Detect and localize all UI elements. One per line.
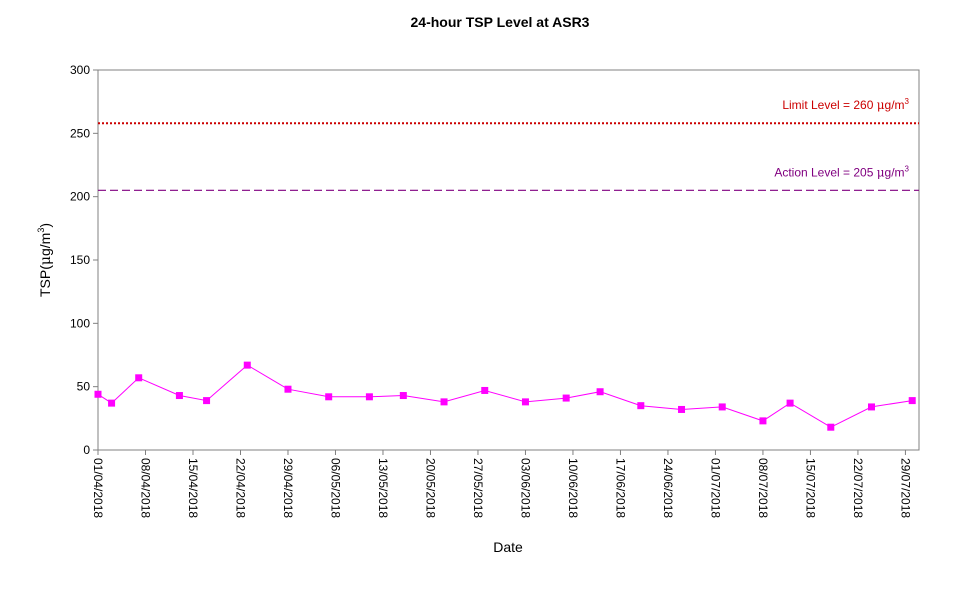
x-tick-label: 01/07/2018 [708,458,722,518]
data-point [908,397,916,405]
x-tick-label: 06/05/2018 [328,458,342,518]
data-point [786,399,794,407]
x-tick-label: 01/04/2018 [91,458,105,518]
y-axis-label-sup: 3 [36,228,46,233]
data-point [135,374,143,382]
data-point [678,405,686,413]
plot-area [97,69,920,451]
x-tick-label: 29/04/2018 [281,458,295,518]
x-tick-label: 29/07/2018 [898,458,912,518]
data-point [637,402,645,410]
data-point [108,399,116,407]
data-point [243,361,251,369]
reference-label-sup: 3 [905,97,910,106]
y-tick-label: 50 [77,380,91,394]
y-axis-label-mu: μ [38,256,54,265]
y-tick-label: 300 [70,63,90,77]
reference-label-1: Action Level = 205 μg/m3 [774,164,909,179]
x-tick-label: 17/06/2018 [613,458,627,518]
reference-label-0: Limit Level = 260 μg/m3 [782,97,909,112]
reference-label-unit: g/m [885,98,905,112]
y-axis-label-unit: g/m [37,233,53,256]
x-tick-label: 10/06/2018 [566,458,580,518]
x-tick-label: 22/04/2018 [233,458,247,518]
x-tick-label: 13/05/2018 [376,458,390,518]
reference-label-unit: g/m [885,165,905,179]
x-tick-label: 08/04/2018 [138,458,152,518]
x-tick-label: 15/04/2018 [186,458,200,518]
series-line [97,364,913,428]
data-point [365,393,373,401]
x-tick-label: 22/07/2018 [851,458,865,518]
y-tick-label: 250 [70,126,90,140]
data-point [868,403,876,411]
data-point [718,403,726,411]
data-point [203,397,211,405]
data-point [94,390,102,398]
y-tick-label: 150 [70,253,90,267]
reference-label-label: Limit Level = 260 [782,98,876,112]
data-point [284,385,292,393]
y-axis-label: TSP(μg/m3) [36,223,54,297]
data-point [827,423,835,431]
data-point [596,388,604,396]
x-tick-label: 08/07/2018 [756,458,770,518]
x-tick-label: 15/07/2018 [803,458,817,518]
reference-label-mu: μ [877,98,885,112]
svg-text:TSP(μg/m3): TSP(μg/m3) [36,223,54,297]
y-axis-label-text: TSP( [37,265,53,297]
chart-title: 24-hour TSP Level at ASR3 [411,14,590,30]
y-tick-label: 0 [83,443,90,457]
x-tick-label: 03/06/2018 [518,458,532,518]
data-point [440,398,448,406]
data-point [175,392,183,400]
y-tick-label: 100 [70,316,90,330]
y-axis: 0 50 100 150 200 250 300 [70,63,98,457]
x-tick-label: 24/06/2018 [661,458,675,518]
x-axis: 01/04/2018 08/04/2018 15/04/2018 22/04/2018… [91,450,912,518]
data-point [562,394,570,402]
data-point [521,398,529,406]
x-tick-label: 27/05/2018 [471,458,485,518]
data-point [759,417,767,425]
data-point [399,392,407,400]
series-group [94,361,916,431]
x-tick-label: 20/05/2018 [423,458,437,518]
data-point [481,386,489,394]
reference-label-sup: 3 [905,164,910,173]
y-axis-label-close: ) [37,223,53,228]
x-axis-label: Date [493,539,523,555]
reference-label-mu: μ [877,165,885,179]
data-point [325,393,333,401]
y-tick-label: 200 [70,190,90,204]
reference-label-label: Action Level = 205 [774,165,876,179]
